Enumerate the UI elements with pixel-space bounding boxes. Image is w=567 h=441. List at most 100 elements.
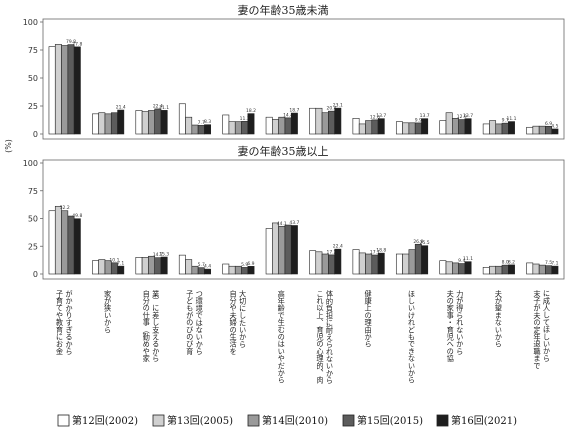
data-label: 21.1 — [159, 105, 169, 111]
legend: 第12回(2002) 第13回(2005) 第14回(2010) 第15回(2015)… — [57, 414, 517, 427]
bar — [197, 125, 205, 135]
data-label: 11.1 — [463, 256, 473, 262]
bar — [222, 263, 230, 275]
data-label: 5.9 — [241, 262, 248, 268]
legend-swatch — [247, 414, 260, 427]
bar — [482, 267, 490, 275]
bar — [358, 123, 366, 135]
data-label: 7.1 — [117, 261, 124, 267]
bar — [141, 257, 149, 275]
bar — [290, 112, 298, 135]
bar — [352, 118, 360, 135]
category-label: これ以上、育児の心理的、肉体的負担に耐えられないから — [316, 289, 335, 383]
bar — [526, 126, 534, 135]
category-label: 家が狭いから — [104, 289, 113, 333]
bar — [160, 110, 168, 135]
data-label: 14.4 — [283, 112, 293, 118]
bar — [489, 120, 497, 135]
bar — [439, 260, 447, 275]
data-label: 23.1 — [333, 103, 343, 109]
y-tick-label: 100 — [23, 18, 38, 27]
bar — [148, 255, 155, 275]
data-label: 9.9 — [415, 117, 422, 123]
bar — [278, 225, 286, 275]
data-label: 21.4 — [116, 105, 126, 111]
data-label: 22.4 — [153, 103, 163, 109]
category-label: 自分の仕事（勤めや家業）に差し支えるから — [142, 289, 161, 362]
data-label: 6.9 — [545, 121, 552, 127]
y-tick-label: 0 — [33, 270, 38, 279]
bar — [321, 112, 329, 135]
bar — [154, 108, 162, 135]
data-label: 9.4 — [458, 258, 465, 264]
data-label: 8.2 — [508, 259, 515, 265]
bar — [48, 210, 56, 275]
bar — [141, 111, 149, 135]
data-label: 6.9 — [247, 261, 254, 267]
bar — [421, 245, 429, 275]
bar — [110, 112, 118, 135]
bar — [148, 110, 155, 135]
data-label: 44.1 — [277, 221, 287, 227]
bar — [501, 122, 509, 135]
bar — [92, 260, 99, 275]
data-label: 49.8 — [72, 213, 82, 219]
data-label: 13.7 — [420, 113, 430, 119]
bar — [414, 243, 422, 275]
data-label: 12.9 — [457, 114, 467, 120]
bar — [395, 253, 403, 275]
bar — [402, 253, 410, 275]
y-tick-label: 25 — [28, 102, 38, 111]
bar — [452, 262, 459, 275]
legend-label: 第14回(2010) — [262, 414, 328, 427]
bar — [284, 117, 292, 135]
category-label: 子どもがのびのび育つ環境ではないから — [186, 290, 205, 356]
panel-frame — [42, 18, 565, 140]
data-label: 11.3 — [240, 116, 250, 122]
bar — [104, 113, 112, 135]
bar — [98, 112, 106, 135]
panel-title-under-35: 妻の年齢35歳未満 — [238, 3, 329, 17]
bar — [48, 46, 56, 135]
category-label: 健康上の理由から — [364, 289, 373, 347]
data-label: 10.1 — [109, 257, 119, 263]
bar — [532, 263, 540, 275]
bar — [222, 114, 230, 135]
category-labels: 子育てや教育にお金がかかりすぎるから 家が狭いから 自分の仕事（勤めや家業）に差し支… — [55, 289, 551, 383]
bar — [445, 112, 453, 135]
bar — [61, 45, 69, 135]
bar — [551, 265, 559, 275]
bar — [458, 263, 466, 275]
bar — [117, 109, 125, 135]
bar — [495, 123, 503, 135]
data-label: 12.6 — [370, 114, 380, 120]
y-tick-label: 50 — [28, 74, 38, 83]
data-label: 15.3 — [159, 252, 169, 258]
category-label: ほしいけれどもできないから — [408, 290, 417, 384]
data-label: 26.8 — [413, 239, 423, 245]
bar — [117, 265, 125, 275]
bar — [445, 261, 453, 275]
bar — [526, 262, 534, 275]
data-label: 79.8 — [66, 39, 76, 45]
bar — [365, 253, 373, 275]
bar — [265, 116, 273, 135]
bar — [241, 267, 249, 275]
bar — [204, 268, 212, 275]
data-label: 20.4 — [326, 106, 336, 112]
data-label: 17.2 — [326, 249, 336, 255]
bar — [92, 113, 99, 135]
bar — [334, 248, 342, 275]
bar — [321, 253, 329, 275]
bar — [377, 252, 385, 275]
bar — [408, 249, 416, 275]
panel-frame — [42, 159, 565, 280]
bar — [178, 254, 186, 275]
bar — [178, 103, 186, 135]
bar — [284, 224, 292, 275]
data-label: 8.3 — [204, 119, 211, 125]
y-tick-label: 0 — [33, 130, 38, 139]
data-label: 22.4 — [333, 244, 343, 250]
